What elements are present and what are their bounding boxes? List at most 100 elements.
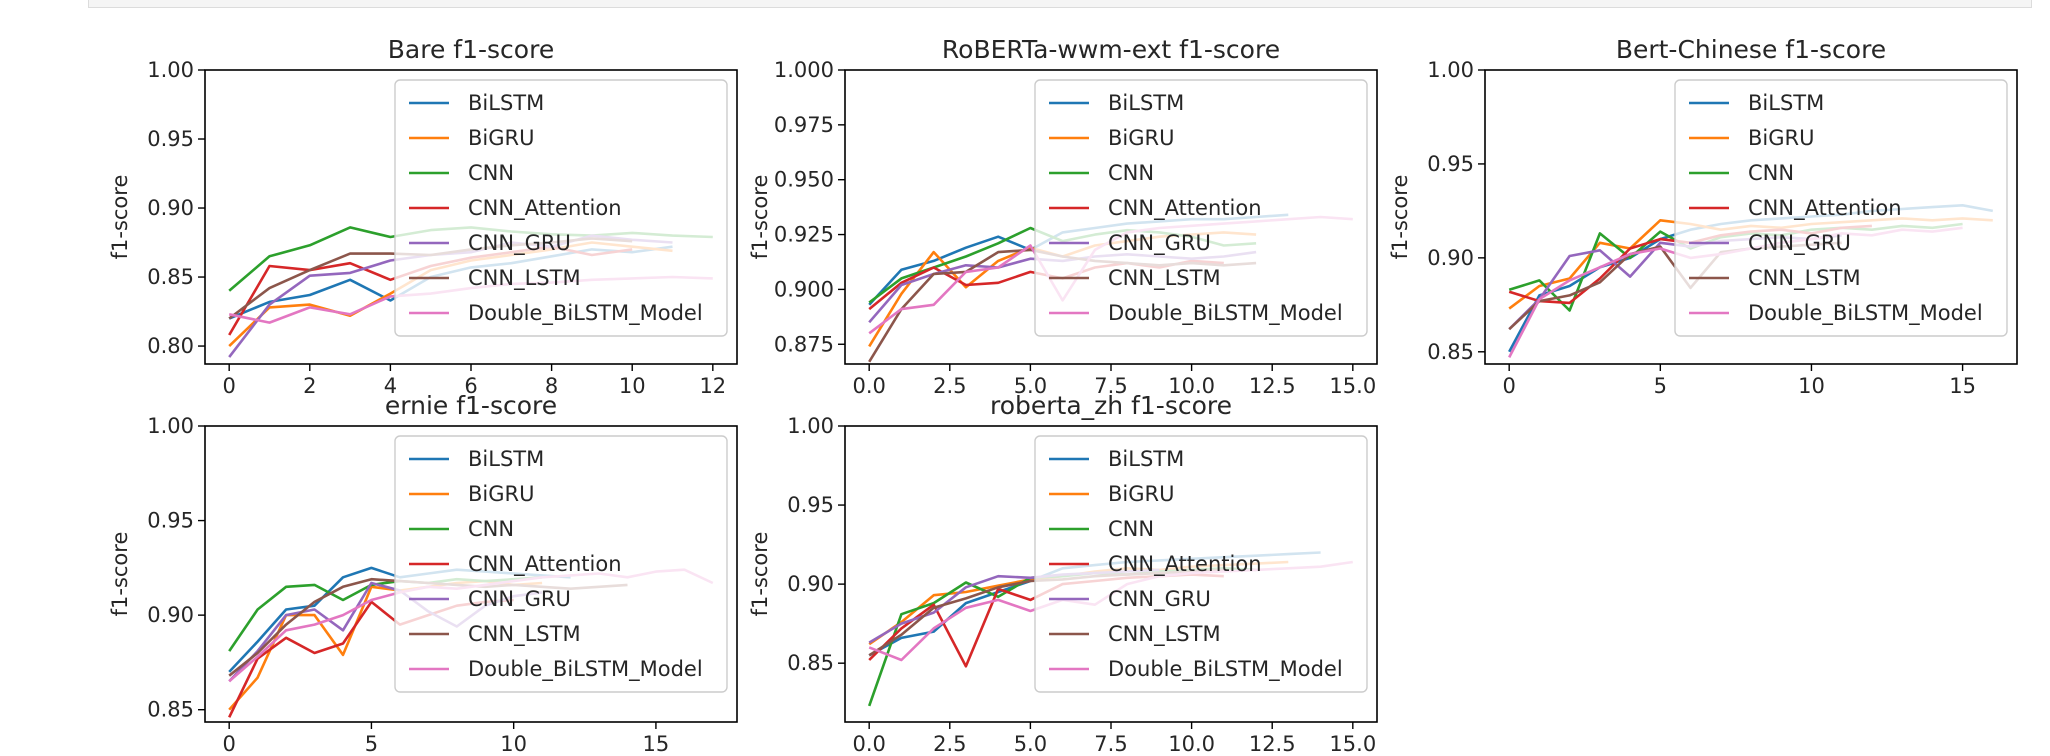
legend-entry: Double_BiLSTM_Model — [468, 301, 703, 326]
y-axis-label: f1-score — [108, 175, 132, 260]
y-tick-label: 0.975 — [774, 113, 834, 137]
legend-entry: BiLSTM — [1108, 447, 1184, 471]
y-tick-label: 0.85 — [147, 265, 194, 289]
x-tick-label: 0.0 — [852, 732, 885, 756]
legend-frame — [394, 79, 728, 337]
y-tick-label: 0.900 — [774, 277, 834, 301]
x-tick-label: 0.0 — [852, 374, 885, 398]
legend: BiLSTM BiGRU CNN CNN_Attention CNN_GRU CNN_LS… — [1034, 435, 1368, 693]
legend: BiLSTM BiGRU CNN CNN_Attention CNN_GRU CNN_LS… — [1034, 79, 1368, 337]
legend-frame — [1674, 79, 2008, 337]
y-axis-label: f1-score — [748, 532, 772, 617]
legend-entry: CNN_Attention — [1108, 552, 1262, 577]
x-tick-label: 12.5 — [1249, 732, 1296, 756]
legend-entry: CNN — [468, 161, 514, 185]
y-tick-label: 0.95 — [147, 509, 194, 533]
legend-entry: BiGRU — [468, 126, 534, 150]
y-tick-label: 0.90 — [147, 196, 194, 220]
legend-entry: Double_BiLSTM_Model — [1108, 301, 1343, 326]
y-tick-label: 1.00 — [1427, 58, 1474, 82]
legend-entry: CNN_Attention — [1108, 196, 1262, 221]
subplot-3: 0 5 10 15 0.85 0.90 0.95 1.00 Bert-Chinese f1-sc… — [1388, 35, 2018, 398]
subplot-2: 0.0 2.5 5.0 7.5 10.0 12.5 15.0 0.875 0.900 0.925 0… — [748, 35, 1378, 398]
legend-entry: CNN_Attention — [468, 552, 622, 577]
y-tick-label: 0.95 — [787, 493, 834, 517]
legend-entry: CNN_GRU — [468, 587, 571, 612]
y-axis-label: f1-score — [108, 532, 132, 617]
x-tick-label: 10 — [619, 374, 646, 398]
legend-entry: CNN — [1108, 161, 1154, 185]
legend-entry: Double_BiLSTM_Model — [1748, 301, 1983, 326]
x-tick-label: 8 — [545, 374, 558, 398]
legend-entry: CNN_LSTM — [1748, 266, 1861, 291]
legend-entry: BiLSTM — [468, 447, 544, 471]
x-tick-label: 12 — [699, 374, 726, 398]
legend-frame — [1034, 79, 1368, 337]
legend-entry: CNN_GRU — [468, 231, 571, 256]
y-tick-label: 0.90 — [1427, 246, 1474, 270]
axes-frame — [204, 425, 738, 723]
legend-entry: BiGRU — [1108, 482, 1174, 506]
x-tick-label: 5 — [1654, 374, 1667, 398]
legend-frame — [394, 435, 728, 693]
legend-entry: CNN_Attention — [1748, 196, 1902, 221]
legend-entry: CNN_LSTM — [468, 266, 581, 291]
x-tick-label: 5.0 — [1014, 732, 1047, 756]
output-cell-top-border — [88, 0, 2032, 8]
x-tick-label: 5 — [365, 732, 378, 756]
legend-entry: CNN_GRU — [1748, 231, 1851, 256]
y-tick-label: 0.875 — [774, 332, 834, 356]
y-tick-label: 0.90 — [787, 572, 834, 596]
y-tick-label: 0.95 — [147, 127, 194, 151]
legend-entry: BiGRU — [1748, 126, 1814, 150]
legend-entry: CNN — [468, 517, 514, 541]
x-tick-label: 0 — [222, 732, 235, 756]
y-axis-label: f1-score — [1388, 175, 1412, 260]
legend: BiLSTM BiGRU CNN CNN_Attention CNN_GRU CNN_LS… — [394, 79, 728, 337]
legend-entry: Double_BiLSTM_Model — [1108, 657, 1343, 682]
x-tick-label: 2.5 — [933, 732, 966, 756]
legend-entry: BiGRU — [1108, 126, 1174, 150]
x-tick-label: 7.5 — [1094, 374, 1127, 398]
y-tick-label: 1.00 — [147, 58, 194, 82]
x-tick-label: 10.0 — [1168, 374, 1215, 398]
legend-entry: BiLSTM — [468, 91, 544, 115]
y-tick-label: 0.90 — [147, 603, 194, 627]
legend-entry: CNN_GRU — [1108, 587, 1211, 612]
x-tick-label: 6 — [464, 374, 477, 398]
x-tick-label: 10.0 — [1168, 732, 1215, 756]
x-tick-label: 0 — [1502, 374, 1515, 398]
x-tick-label: 10 — [500, 732, 527, 756]
subplot-1: 0 2 4 6 8 10 12 0.80 0.85 0.90 0.95 1.00 Bare f1-sco… — [108, 35, 738, 398]
legend-entry: BiGRU — [468, 482, 534, 506]
legend-entry: BiLSTM — [1748, 91, 1824, 115]
legend: BiLSTM BiGRU CNN CNN_Attention CNN_GRU CNN_LS… — [394, 435, 728, 693]
legend-entry: CNN — [1748, 161, 1794, 185]
y-tick-label: 1.00 — [147, 414, 194, 438]
subplot-title: Bert-Chinese f1-score — [1616, 35, 1886, 64]
legend-entry: CNN_GRU — [1108, 231, 1211, 256]
x-tick-label: 5.0 — [1014, 374, 1047, 398]
x-tick-label: 15.0 — [1329, 732, 1376, 756]
legend-entry: CNN_LSTM — [1108, 622, 1221, 647]
x-tick-label: 15 — [1949, 374, 1976, 398]
legend-entry: Double_BiLSTM_Model — [468, 657, 703, 682]
legend-entry: CNN_LSTM — [468, 622, 581, 647]
y-tick-label: 0.95 — [1427, 152, 1474, 176]
y-tick-label: 0.85 — [787, 651, 834, 675]
subplot-title: Bare f1-score — [388, 35, 554, 64]
legend-entry: CNN_Attention — [468, 196, 622, 221]
y-tick-label: 0.85 — [1427, 340, 1474, 364]
legend-entry: CNN_LSTM — [1108, 266, 1221, 291]
x-tick-label: 2 — [303, 374, 316, 398]
subplot-4: 0 5 10 15 0.85 0.90 0.95 1.00 ernie f1-score f1-s… — [108, 391, 738, 756]
x-tick-label: 10 — [1798, 374, 1825, 398]
legend: BiLSTM BiGRU CNN CNN_Attention CNN_GRU CNN_LS… — [1674, 79, 2008, 337]
y-axis-label: f1-score — [748, 175, 772, 260]
x-tick-label: 15 — [643, 732, 670, 756]
legend-frame — [1034, 435, 1368, 693]
subplot-5: 0.0 2.5 5.0 7.5 10.0 12.5 15.0 0.85 0.90 0.95 1.00… — [748, 391, 1378, 756]
y-tick-label: 0.950 — [774, 168, 834, 192]
subplot-title: roberta_zh f1-score — [990, 391, 1232, 420]
